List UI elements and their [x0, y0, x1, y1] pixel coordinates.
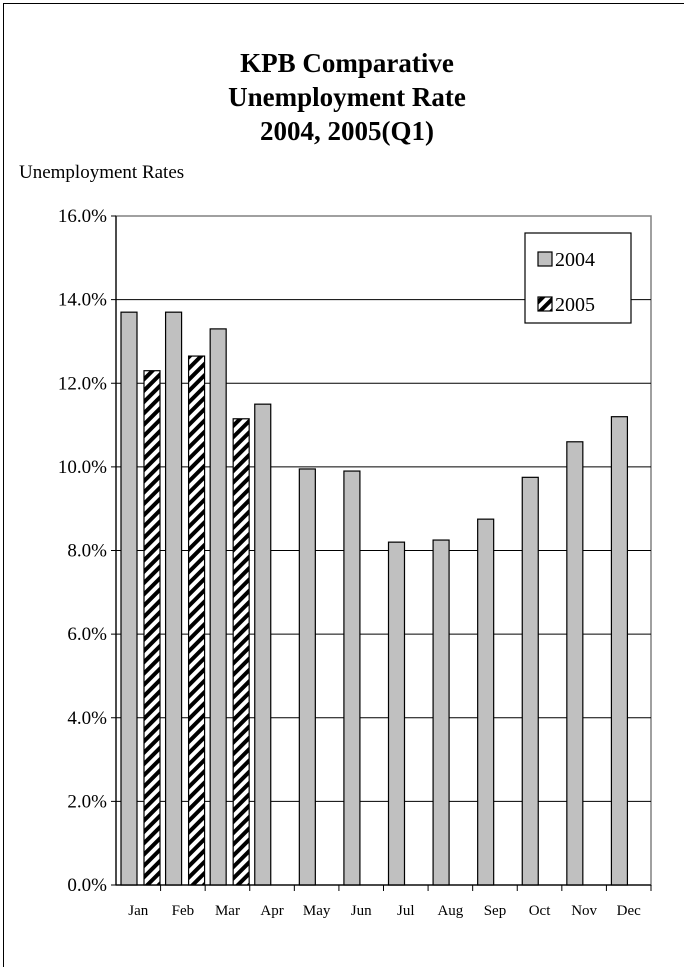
x-tick-label: Mar	[215, 903, 240, 919]
x-tick-label: Dec	[617, 903, 641, 919]
bar-2004-aug	[432, 539, 450, 886]
chart-title-line-1: KPB Comparative	[240, 48, 454, 78]
bar-2004-oct	[521, 476, 539, 886]
y-tick-label: 14.0%	[58, 290, 107, 311]
y-tick-label: 10.0%	[58, 457, 107, 478]
bar-2004-dec	[610, 416, 629, 886]
y-tick-label: 0.0%	[67, 875, 107, 896]
x-tick-label: Jul	[397, 903, 415, 919]
x-tick-label: Feb	[172, 903, 195, 919]
legend-label-2004: 2004	[555, 249, 595, 271]
axes: 0.0% 2.0% 4.0% 6.0% 8.0% 10.0% 12.0% 14.0% 16.0%…	[58, 206, 652, 919]
x-tick-label: Nov	[571, 903, 597, 919]
bar-2004-jan	[120, 311, 138, 886]
bar-2005-jan	[143, 370, 161, 886]
x-tick-label: Jun	[351, 903, 372, 919]
chart-title-line-2: Unemployment Rate	[228, 82, 466, 112]
chart-title-line-3: 2004, 2005(Q1)	[260, 116, 434, 146]
x-tick-label: Oct	[529, 903, 551, 919]
legend-swatch-2005	[537, 296, 553, 312]
y-tick-label: 4.0%	[67, 708, 107, 729]
y-axis-label: Unemployment Rates	[19, 162, 185, 183]
chart-title: KPB Comparative Unemployment Rate 2004, …	[0, 46, 684, 148]
y-tick-label: 8.0%	[67, 541, 107, 562]
bar-2004-may	[298, 468, 316, 886]
bar-2004-jun	[343, 470, 361, 886]
bars	[120, 311, 629, 886]
bar-2005-mar	[232, 418, 250, 886]
y-tick-label: 6.0%	[67, 624, 107, 645]
bar-2004-sep	[477, 518, 495, 886]
x-tick-label: Sep	[484, 903, 507, 919]
x-tick-label: May	[303, 903, 331, 919]
bar-2004-jul	[387, 541, 406, 886]
y-tick-label: 2.0%	[67, 791, 107, 812]
bar-2004-mar	[209, 328, 227, 886]
bar-2005-feb	[187, 355, 206, 886]
legend-label-2005: 2005	[555, 294, 595, 316]
x-tick-label: Jan	[128, 903, 148, 919]
y-tick-label: 12.0%	[58, 373, 107, 394]
x-tick-label: Aug	[437, 903, 463, 919]
bar-2004-apr	[254, 403, 272, 886]
legend: 2004 2005	[524, 232, 632, 324]
x-tick-label: Apr	[260, 903, 283, 919]
bar-2004-feb	[164, 311, 183, 886]
chart-frame	[3, 3, 684, 967]
y-tick-label: 16.0%	[58, 206, 107, 227]
legend-swatch-2004	[537, 251, 553, 267]
bar-2004-nov	[566, 441, 584, 886]
